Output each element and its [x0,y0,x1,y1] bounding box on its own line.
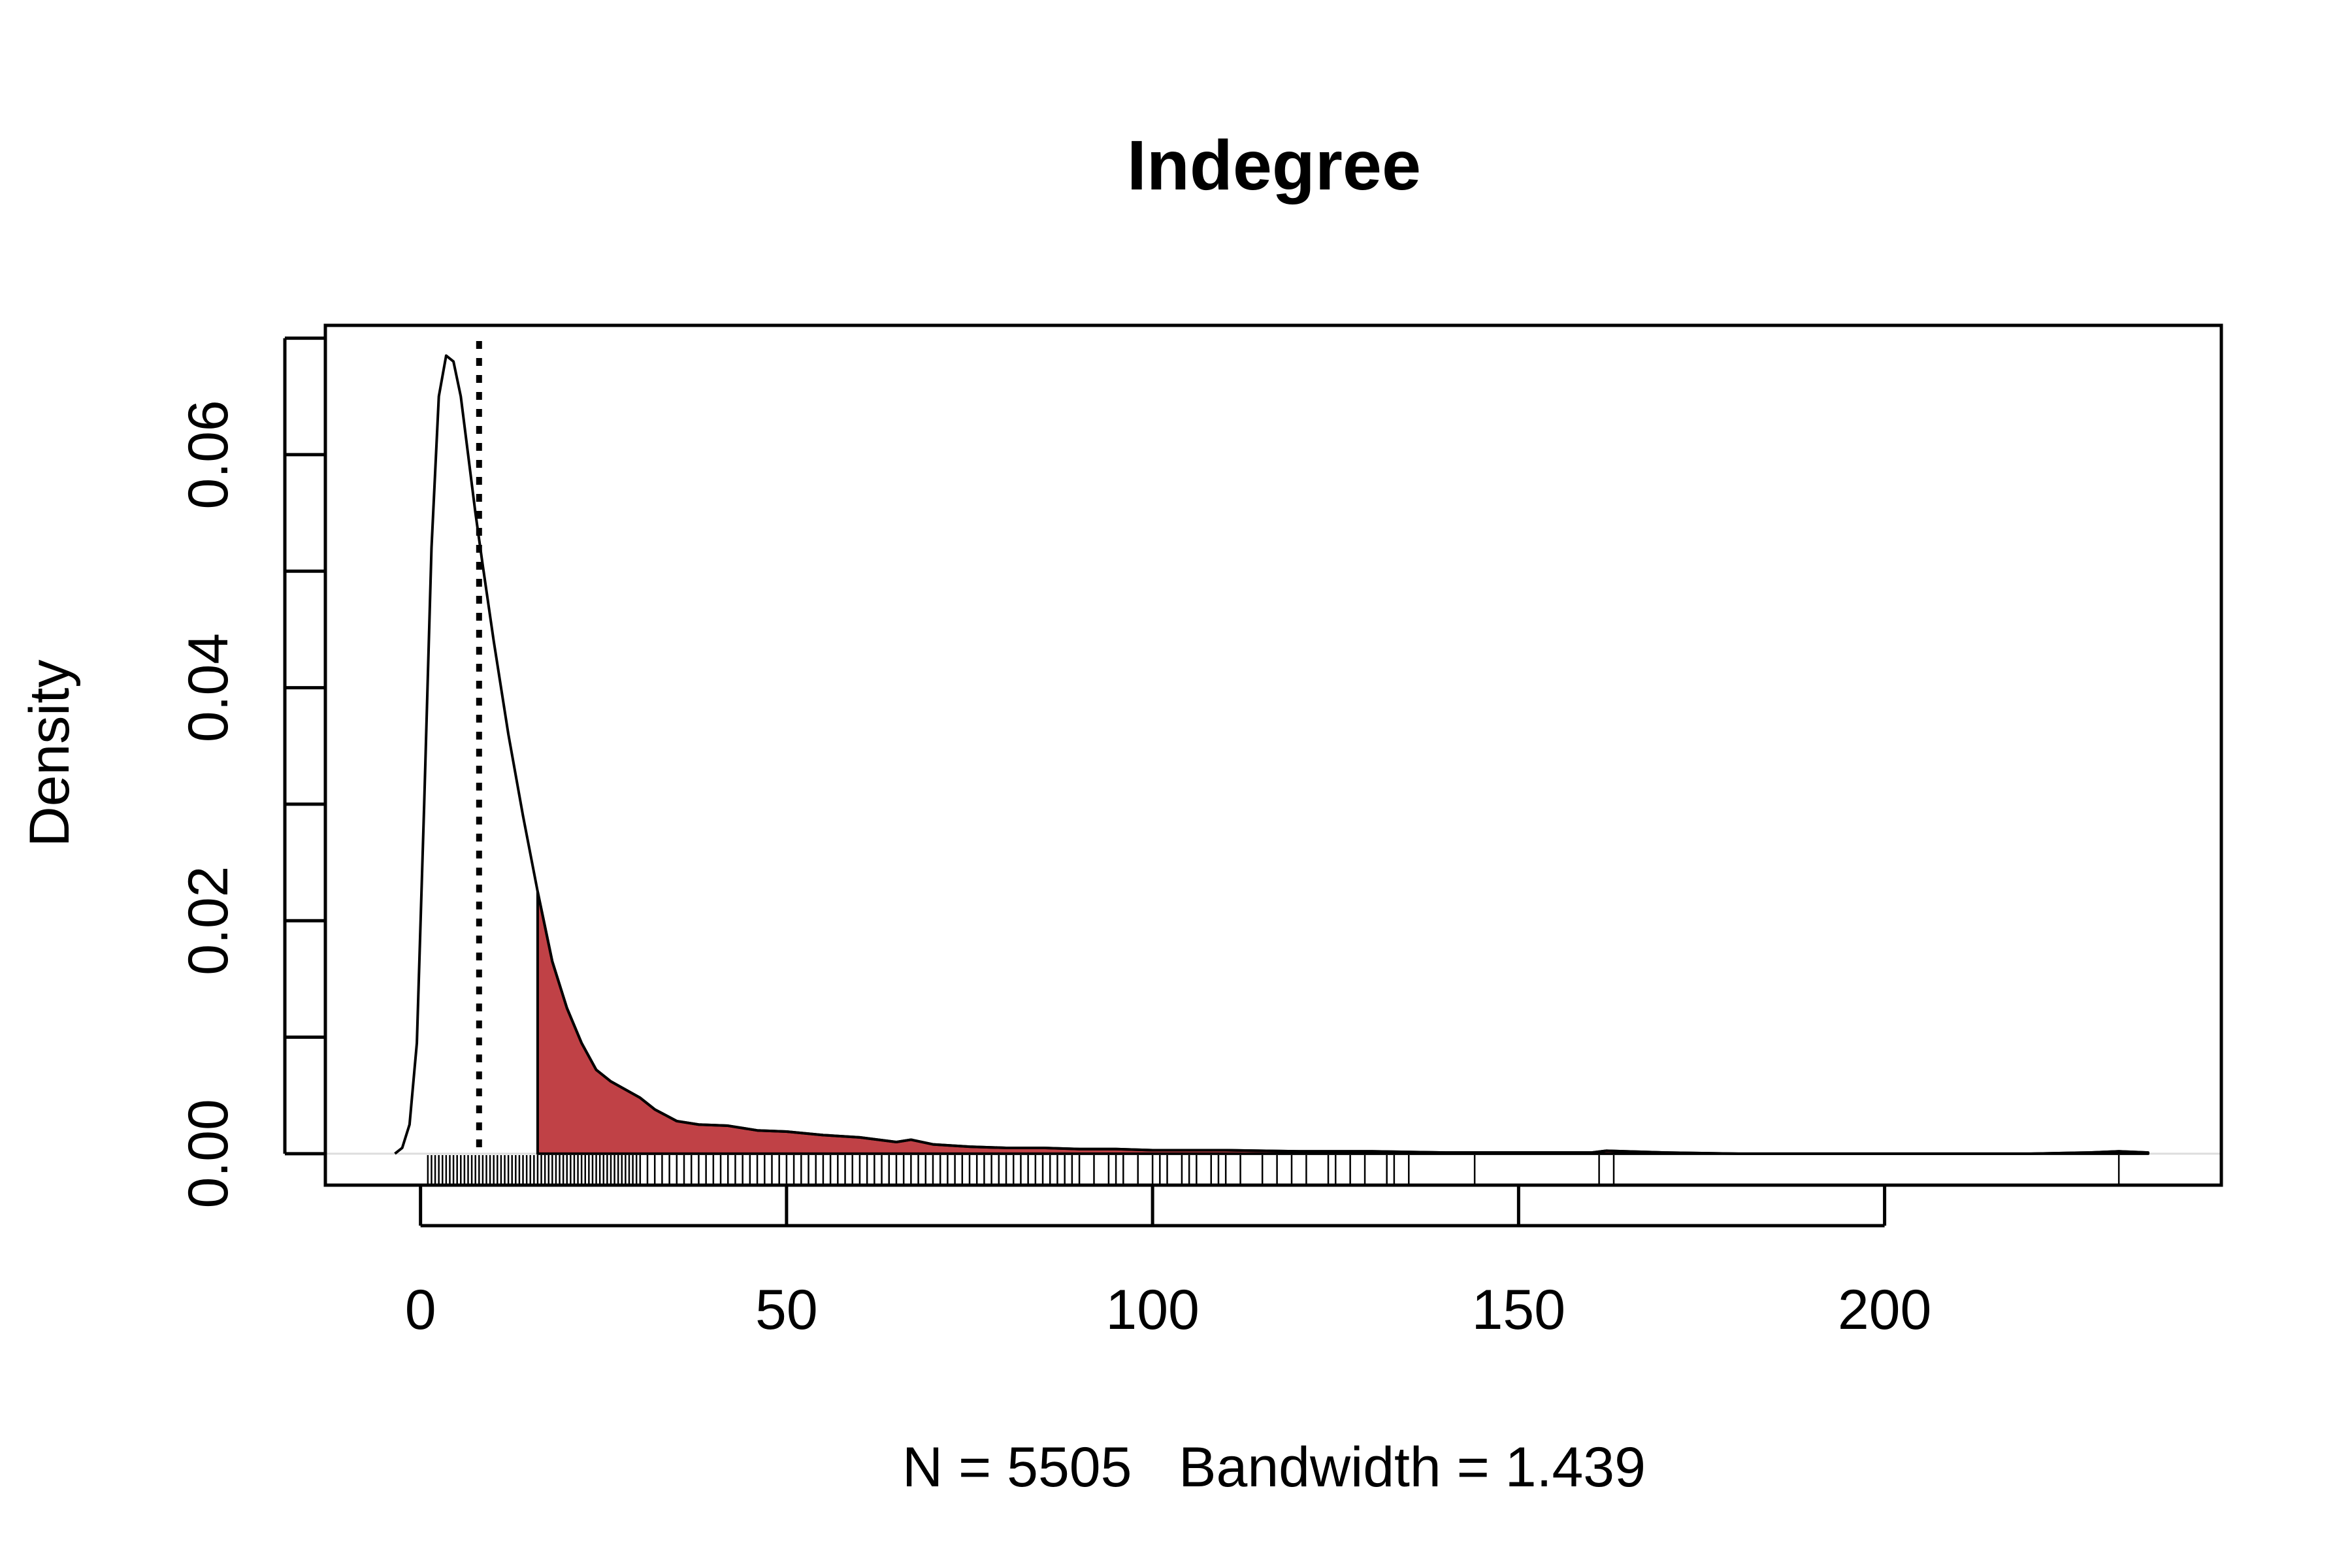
y-tick-label: 0.02 [177,866,240,975]
x-tick-label: 50 [755,1279,818,1341]
plot-frame [323,323,2223,1187]
x-tick-label: 0 [405,1279,436,1341]
x-tick-label: 100 [1105,1279,1200,1341]
density-curve [394,354,2149,1155]
rug [427,1155,2120,1185]
y-axis-label: Density [18,660,81,847]
x-tick-label: 150 [1472,1279,1566,1341]
plot-marks [325,341,2221,1185]
y-tick-label: 0.00 [177,1099,240,1208]
chart-title: Indegree [1127,125,1421,204]
y-tick-label: 0.04 [177,633,240,742]
shaded-tail-area [536,890,2149,1155]
y-axis: 0.00 0.02 0.04 0.06 [177,336,325,1209]
x-tick-label: 200 [1838,1279,1932,1341]
x-axis-label: N = 5505 Bandwidth = 1.439 [902,1436,1646,1499]
y-tick-label: 0.06 [177,400,240,509]
x-axis: 0 50 100 150 200 [405,1185,1932,1341]
